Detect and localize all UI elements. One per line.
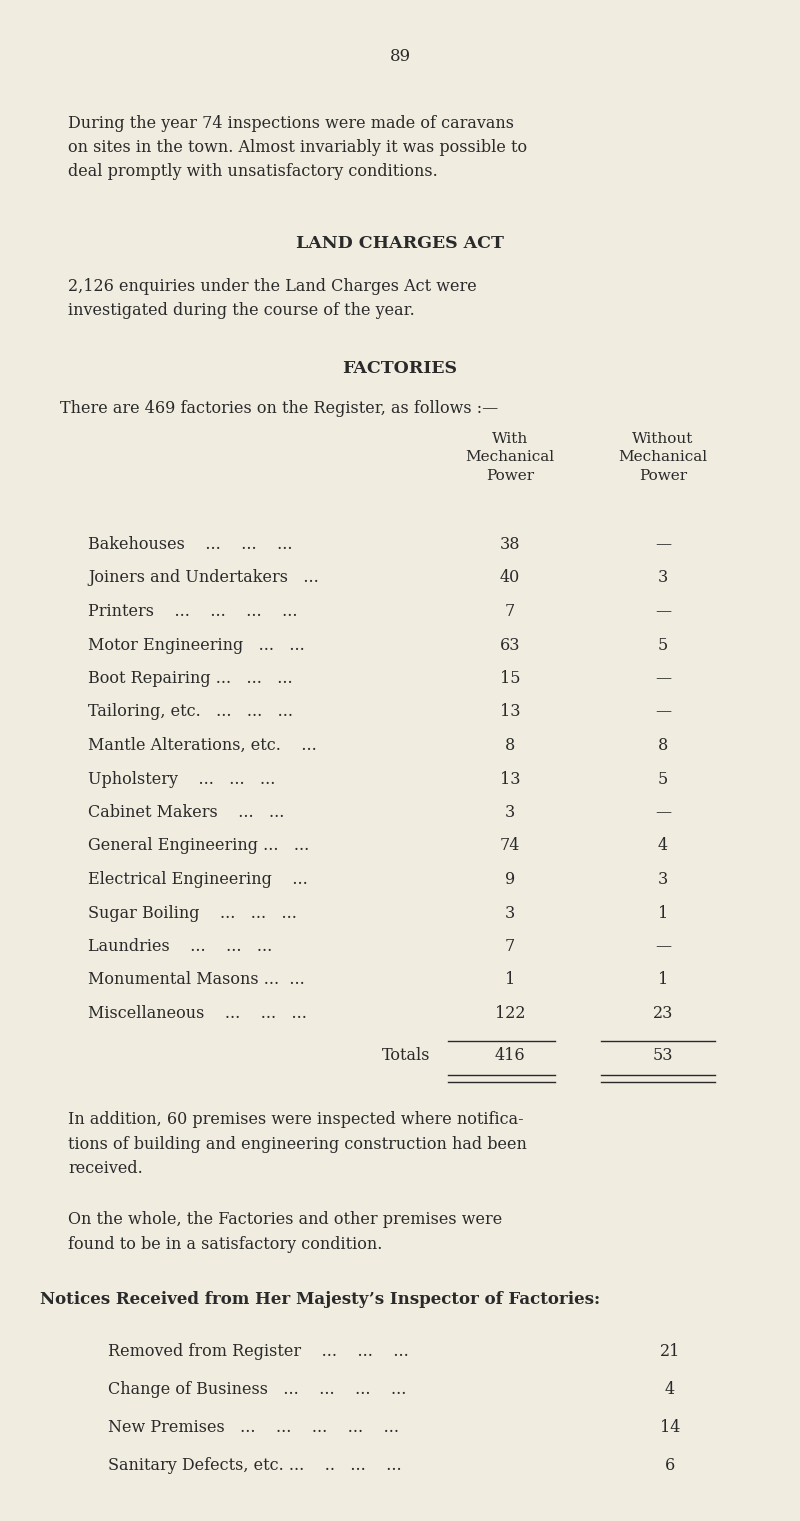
Text: Tailoring, etc.   ...   ...   ...: Tailoring, etc. ... ... ...	[88, 704, 293, 721]
Text: With
Mechanical
Power: With Mechanical Power	[466, 432, 554, 482]
Text: 13: 13	[500, 704, 520, 721]
Text: 13: 13	[500, 771, 520, 788]
Text: 53: 53	[653, 1046, 674, 1063]
Text: 14: 14	[660, 1419, 680, 1436]
Text: Sanitary Defects, etc. ...    ..   ...    ...: Sanitary Defects, etc. ... .. ... ...	[108, 1457, 402, 1474]
Text: 40: 40	[500, 569, 520, 587]
Text: —: —	[655, 938, 671, 955]
Text: —: —	[655, 805, 671, 821]
Text: Printers    ...    ...    ...    ...: Printers ... ... ... ...	[88, 602, 298, 621]
Text: Sugar Boiling    ...   ...   ...: Sugar Boiling ... ... ...	[88, 905, 297, 922]
Text: 122: 122	[494, 1005, 526, 1022]
Text: FACTORIES: FACTORIES	[342, 360, 458, 377]
Text: During the year 74 inspections were made of caravans
on sites in the town. Almos: During the year 74 inspections were made…	[68, 116, 527, 181]
Text: Removed from Register    ...    ...    ...: Removed from Register ... ... ...	[108, 1343, 409, 1360]
Text: Miscellaneous    ...    ...   ...: Miscellaneous ... ... ...	[88, 1005, 307, 1022]
Text: 23: 23	[653, 1005, 673, 1022]
Text: 1: 1	[505, 972, 515, 989]
Text: —: —	[655, 669, 671, 687]
Text: Totals: Totals	[382, 1046, 430, 1063]
Text: 21: 21	[660, 1343, 680, 1360]
Text: Without
Mechanical
Power: Without Mechanical Power	[618, 432, 707, 482]
Text: 4: 4	[658, 838, 668, 855]
Text: There are 469 factories on the Register, as follows :—: There are 469 factories on the Register,…	[60, 400, 498, 417]
Text: 7: 7	[505, 938, 515, 955]
Text: Notices Received from Her Majesty’s Inspector of Factories:: Notices Received from Her Majesty’s Insp…	[40, 1291, 600, 1308]
Text: 1: 1	[658, 972, 668, 989]
Text: 3: 3	[658, 569, 668, 587]
Text: 7: 7	[505, 602, 515, 621]
Text: 74: 74	[500, 838, 520, 855]
Text: 2,126 enquiries under the Land Charges Act were
investigated during the course o: 2,126 enquiries under the Land Charges A…	[68, 278, 477, 319]
Text: 3: 3	[658, 872, 668, 888]
Text: In addition, 60 premises were inspected where notifica-
tions of building and en: In addition, 60 premises were inspected …	[68, 1112, 527, 1177]
Text: 5: 5	[658, 636, 668, 654]
Text: 6: 6	[665, 1457, 675, 1474]
Text: LAND CHARGES ACT: LAND CHARGES ACT	[296, 236, 504, 252]
Text: New Premises   ...    ...    ...    ...    ...: New Premises ... ... ... ... ...	[108, 1419, 399, 1436]
Text: Cabinet Makers    ...   ...: Cabinet Makers ... ...	[88, 805, 284, 821]
Text: 5: 5	[658, 771, 668, 788]
Text: Upholstery    ...   ...   ...: Upholstery ... ... ...	[88, 771, 275, 788]
Text: 9: 9	[505, 872, 515, 888]
Text: 4: 4	[665, 1381, 675, 1398]
Text: 15: 15	[500, 669, 520, 687]
Text: On the whole, the Factories and other premises were
found to be in a satisfactor: On the whole, the Factories and other pr…	[68, 1212, 502, 1253]
Text: 89: 89	[390, 49, 410, 65]
Text: Mantle Alterations, etc.    ...: Mantle Alterations, etc. ...	[88, 738, 317, 754]
Text: 1: 1	[658, 905, 668, 922]
Text: —: —	[655, 535, 671, 554]
Text: 416: 416	[494, 1046, 526, 1063]
Text: 38: 38	[500, 535, 520, 554]
Text: 8: 8	[658, 738, 668, 754]
Text: —: —	[655, 602, 671, 621]
Text: 8: 8	[505, 738, 515, 754]
Text: 63: 63	[500, 636, 520, 654]
Text: Electrical Engineering    ...: Electrical Engineering ...	[88, 872, 308, 888]
Text: 3: 3	[505, 905, 515, 922]
Text: Change of Business   ...    ...    ...    ...: Change of Business ... ... ... ...	[108, 1381, 406, 1398]
Text: Boot Repairing ...   ...   ...: Boot Repairing ... ... ...	[88, 669, 293, 687]
Text: 3: 3	[505, 805, 515, 821]
Text: Bakehouses    ...    ...    ...: Bakehouses ... ... ...	[88, 535, 293, 554]
Text: —: —	[655, 704, 671, 721]
Text: Monumental Masons ...  ...: Monumental Masons ... ...	[88, 972, 305, 989]
Text: General Engineering ...   ...: General Engineering ... ...	[88, 838, 310, 855]
Text: Laundries    ...    ...   ...: Laundries ... ... ...	[88, 938, 272, 955]
Text: Joiners and Undertakers   ...: Joiners and Undertakers ...	[88, 569, 318, 587]
Text: Motor Engineering   ...   ...: Motor Engineering ... ...	[88, 636, 305, 654]
